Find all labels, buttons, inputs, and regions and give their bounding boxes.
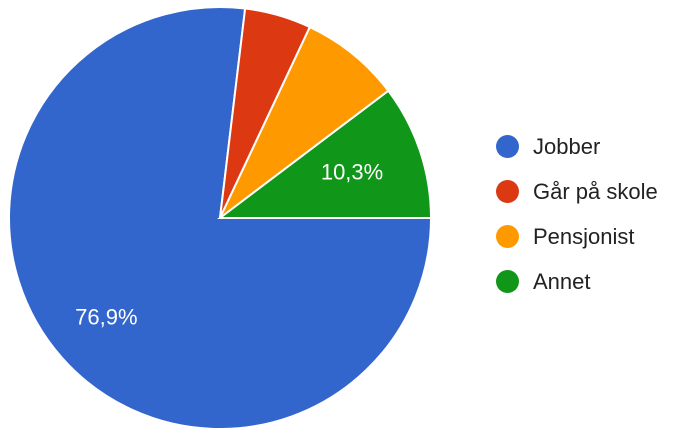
- slice-value-label: 10,3%: [321, 160, 383, 185]
- pie-slices: [8, 6, 433, 428]
- legend-swatch: [496, 225, 519, 248]
- slice-value-label: 76,9%: [75, 305, 137, 330]
- legend-swatch: [496, 180, 519, 203]
- legend-swatch: [496, 270, 519, 293]
- legend-label: Pensjonist: [533, 223, 635, 249]
- legend-swatch: [496, 135, 519, 158]
- legend-label: Går på skole: [533, 178, 658, 204]
- legend-item: Går på skole: [496, 169, 658, 214]
- pie-slice-annet: [217, 89, 433, 219]
- legend-item: Annet: [496, 259, 658, 304]
- slice-labels: 76,9% 10,3%: [75, 160, 383, 330]
- legend-item: Pensjonist: [496, 214, 658, 259]
- legend-label: Jobber: [533, 133, 601, 159]
- legend-item: Jobber: [496, 124, 658, 169]
- chart-legend: Jobber Går på skole Pensjonist Annet: [496, 124, 658, 304]
- pie-slice-pensjonist: [219, 25, 390, 219]
- legend-label: Annet: [533, 268, 591, 294]
